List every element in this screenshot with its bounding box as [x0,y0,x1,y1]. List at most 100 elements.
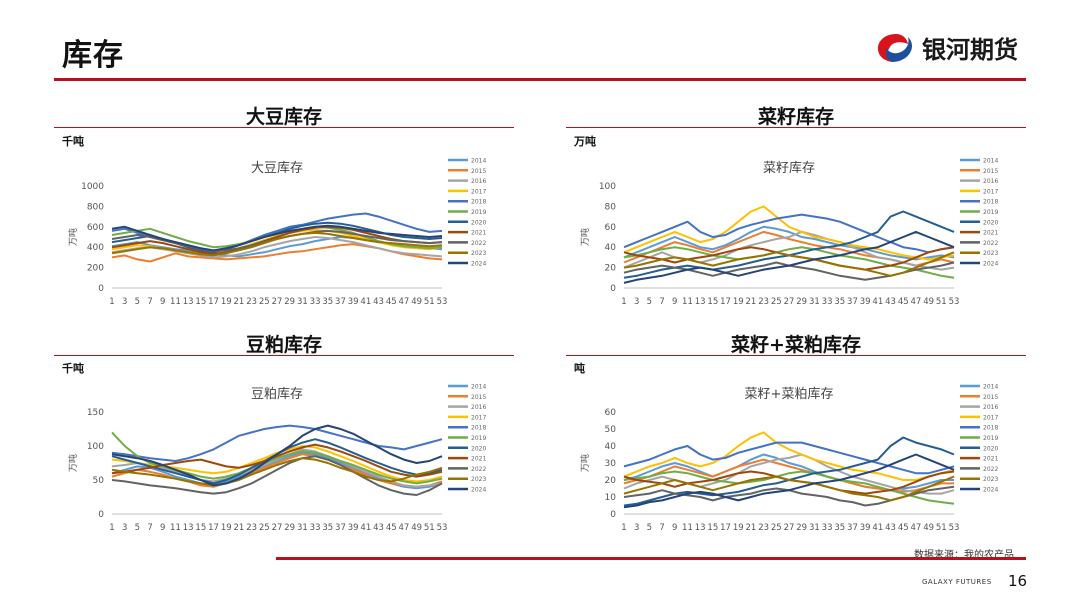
panel-rule-rapeseed [566,127,1026,128]
x-tick-label: 9 [160,297,165,307]
series-line-2017 [623,205,955,261]
series-line-2023 [111,457,443,487]
legend-entry: 2020 [471,219,486,226]
x-tick-label: 7 [659,297,664,307]
x-tick-label: 17 [208,297,219,307]
legend-entry: 2020 [983,219,998,226]
galaxy-futures-logo-icon [877,34,912,62]
series-line-2023 [623,475,955,502]
x-tick-label: 1 [621,523,626,533]
x-tick-label: 29 [796,297,807,307]
legend-entry: 2018 [471,425,486,432]
series-line-2018 [623,441,955,475]
x-tick-label: 35 [322,297,333,307]
legend-entry: 2020 [983,445,998,452]
legend-entry: 2016 [471,404,486,411]
series-line-2016 [111,448,443,488]
y-tick-label: 60 [605,223,617,233]
legend-entry: 2018 [983,425,998,432]
x-tick-label: 25 [771,297,782,307]
x-tick-label: 3 [122,297,127,307]
x-tick-label: 45 [898,297,909,307]
x-tick-label: 41 [360,297,371,307]
chart-title: 菜籽库存 [763,160,815,176]
series-line-2019 [623,470,955,505]
y-tick-label: 400 [87,243,104,253]
x-tick-label: 23 [246,523,257,533]
x-tick-label: 47 [911,523,922,533]
x-tick-label: 27 [272,297,283,307]
x-tick-label: 35 [834,523,845,533]
y-tick-label: 10 [605,493,617,503]
series-line-2024 [111,224,443,252]
series-line-2021 [111,225,443,256]
y-tick-label: 60 [605,408,617,418]
x-tick-label: 9 [672,523,677,533]
x-tick-label: 53 [949,523,960,533]
x-tick-label: 25 [259,297,270,307]
panel-rule-soymeal [54,355,514,356]
legend-entry: 2022 [983,240,998,247]
x-tick-label: 23 [758,297,769,307]
x-tick-label: 37 [847,523,858,533]
y-tick-label: 1000 [81,182,104,192]
chart-title: 豆粕库存 [251,386,303,402]
y-tick-label: 30 [605,459,617,469]
x-tick-label: 5 [647,297,652,307]
y-tick-label: 0 [98,284,104,294]
legend-entry: 2016 [471,178,486,185]
x-tick-label: 1 [109,523,114,533]
x-tick-label: 39 [860,297,871,307]
x-tick-label: 13 [183,297,194,307]
x-tick-label: 11 [682,297,693,307]
x-tick-label: 33 [310,297,321,307]
x-tick-label: 37 [847,297,858,307]
x-tick-label: 21 [746,297,757,307]
x-tick-label: 29 [284,297,295,307]
x-tick-label: 15 [707,523,718,533]
x-tick-label: 25 [259,523,270,533]
x-tick-label: 43 [885,523,896,533]
y-axis-label: 万吨 [579,228,591,246]
x-tick-label: 45 [386,523,397,533]
x-tick-label: 13 [695,523,706,533]
x-tick-label: 5 [647,523,652,533]
x-tick-label: 29 [796,523,807,533]
series-line-2021 [111,443,443,478]
legend-entry: 2022 [471,240,486,247]
y-tick-label: 40 [605,243,617,253]
x-tick-label: 49 [923,297,934,307]
unit-label-soymeal: 千吨 [62,362,84,375]
panel-title-soymeal: 豆粕库存 [245,334,322,356]
x-tick-label: 19 [733,297,744,307]
x-tick-label: 9 [672,297,677,307]
x-tick-label: 51 [424,297,435,307]
x-tick-label: 47 [911,297,922,307]
y-tick-label: 0 [610,284,616,294]
y-tick-label: 600 [87,223,104,233]
legend-entry: 2024 [983,261,998,268]
series-line-2017 [623,431,955,481]
y-tick-label: 800 [87,202,104,212]
panel-title-rapeseed: 菜籽库存 [757,106,834,128]
legend-entry: 2024 [471,261,486,268]
y-axis-label: 万吨 [579,454,591,472]
x-tick-label: 27 [784,297,795,307]
legend-entry: 2019 [471,209,486,216]
legend-entry: 2023 [471,476,486,483]
x-tick-label: 51 [936,297,947,307]
x-tick-label: 31 [809,297,820,307]
legend-entry: 2021 [471,456,486,463]
unit-label-soybean: 千吨 [62,135,84,148]
x-tick-label: 49 [411,297,422,307]
x-tick-label: 53 [949,297,960,307]
chart-title: 菜籽+菜粕库存 [745,386,834,402]
x-tick-label: 39 [348,297,359,307]
x-tick-label: 3 [634,523,639,533]
legend-entry: 2023 [983,476,998,483]
legend-entry: 2016 [983,404,998,411]
legend-entry: 2016 [983,178,998,185]
x-tick-label: 17 [720,297,731,307]
page-title: 库存 [62,38,124,73]
